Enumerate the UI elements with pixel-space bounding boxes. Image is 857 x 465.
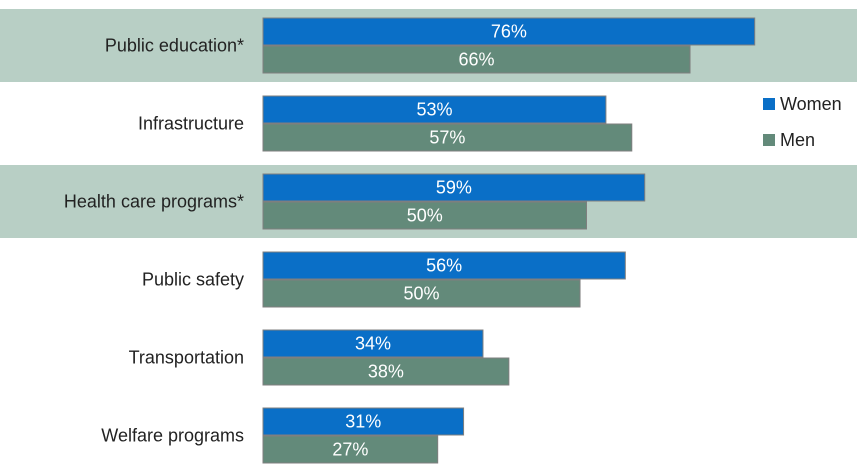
bar-men-public-education <box>262 45 691 74</box>
legend-label-men: Men <box>780 130 815 150</box>
category-label-welfare-programs: Welfare programs <box>101 426 244 446</box>
bar-women-public-education <box>262 17 756 46</box>
category-label-infrastructure: Infrastructure <box>138 114 244 134</box>
bar-women-infrastructure <box>262 95 607 124</box>
data-label-men-public-education: 66% <box>458 50 494 70</box>
category-label-public-education: Public education* <box>105 36 244 56</box>
data-label-women-transportation: 34% <box>355 334 391 354</box>
legend-label-women: Women <box>780 94 842 114</box>
bar-women-transportation <box>262 329 484 358</box>
category-label-transportation: Transportation <box>129 348 244 368</box>
data-label-women-welfare-programs: 31% <box>345 412 381 432</box>
bar-women-welfare-programs <box>262 407 465 436</box>
legend: Women Men <box>763 94 842 150</box>
bar-men-transportation <box>262 357 510 386</box>
legend-swatch-men <box>763 134 775 146</box>
data-label-women-public-safety: 56% <box>426 256 462 276</box>
data-label-men-public-safety: 50% <box>403 284 439 304</box>
data-label-men-transportation: 38% <box>368 362 404 382</box>
data-label-men-infrastructure: 57% <box>429 128 465 148</box>
data-label-women-infrastructure: 53% <box>416 100 452 120</box>
category-labels: Public education* Infrastructure Health ca… <box>64 36 244 446</box>
bar-women-health-care-programs <box>262 173 646 202</box>
bar-men-welfare-programs <box>262 435 439 464</box>
category-label-health-care-programs: Health care programs* <box>64 192 244 212</box>
data-label-men-health-care-programs: 50% <box>407 206 443 226</box>
bar-men-public-safety <box>262 279 581 308</box>
bar-group: 76% 66% 53% 57% 59% 50% 56% 50% 34% 38% 31% 27% <box>262 17 756 464</box>
legend-swatch-women <box>763 98 775 110</box>
bar-men-infrastructure <box>262 123 633 152</box>
data-label-women-health-care-programs: 59% <box>436 178 472 198</box>
bar-women-public-safety <box>262 251 626 280</box>
bar-men-health-care-programs <box>262 201 587 230</box>
data-label-women-public-education: 76% <box>491 22 527 42</box>
category-label-public-safety: Public safety <box>142 270 244 290</box>
data-label-men-welfare-programs: 27% <box>332 440 368 460</box>
